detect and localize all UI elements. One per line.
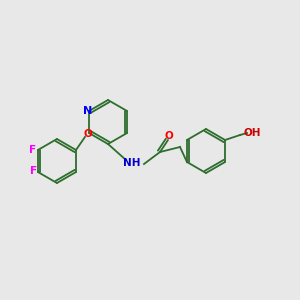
Text: NH: NH	[123, 158, 141, 168]
Text: O: O	[165, 131, 173, 141]
Text: F: F	[29, 145, 37, 155]
Text: F: F	[30, 166, 38, 176]
Text: OH: OH	[243, 128, 261, 138]
Text: O: O	[84, 129, 92, 139]
Text: N: N	[83, 106, 93, 116]
